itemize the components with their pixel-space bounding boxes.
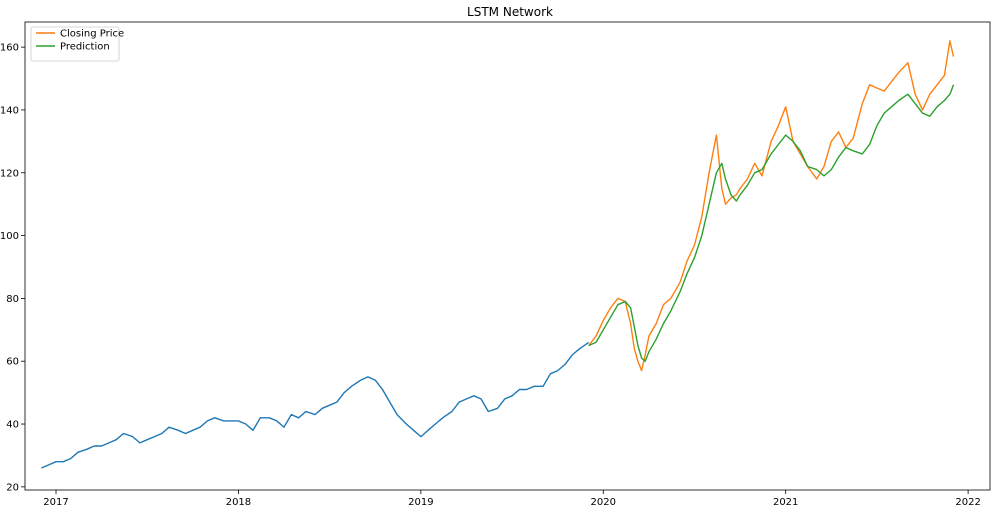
- y-tick-label: 80: [6, 294, 19, 305]
- series-line-history: [41, 341, 590, 469]
- x-tick-label: 2019: [408, 497, 433, 507]
- legend-box: [30, 26, 120, 62]
- chart-title: LSTM Network: [467, 5, 553, 19]
- y-tick-label: 100: [0, 231, 19, 242]
- x-tick-label: 2022: [955, 497, 980, 507]
- y-tick-label: 140: [0, 105, 19, 116]
- y-tick-label: 60: [6, 357, 19, 368]
- legend-label: Prediction: [60, 42, 110, 53]
- legend-label: Closing Price: [60, 29, 124, 40]
- x-tick-label: 2018: [226, 497, 251, 507]
- y-tick-label: 120: [0, 168, 19, 179]
- legend: Closing Price Prediction: [30, 26, 124, 62]
- series-line-closing-price: [588, 40, 955, 372]
- y-tick-label: 160: [0, 43, 19, 54]
- x-tick-label: 2020: [591, 497, 616, 507]
- x-tick-label: 2021: [773, 497, 798, 507]
- y-axis: 20 40 60 80 100 120 140 160: [0, 43, 25, 493]
- y-tick-label: 20: [6, 482, 19, 493]
- series-line-prediction: [588, 84, 955, 362]
- y-tick-label: 40: [6, 420, 19, 431]
- x-axis: 2017 2018 2019 2020 2021 2022: [43, 490, 981, 507]
- x-tick-label: 2017: [43, 497, 68, 507]
- plot-frame: [24, 21, 991, 491]
- series-layer: [41, 40, 955, 469]
